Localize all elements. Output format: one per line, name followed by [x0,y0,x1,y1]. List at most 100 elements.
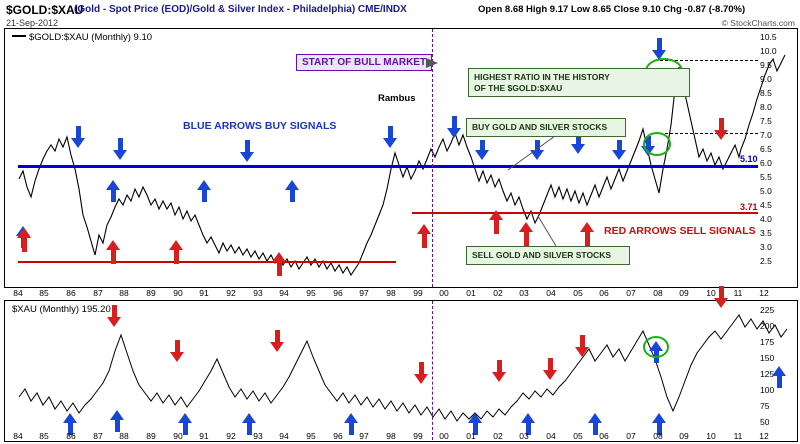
highest-ratio-callout: HIGHEST RATIO IN THE HISTORY OF THE $GOL… [468,68,690,98]
panel1-xtick-89: 89 [146,288,156,298]
panel2-blue-up-2006-stem [593,423,598,435]
panel2-xtick-98: 98 [386,431,396,441]
red-up-arrow-1990 [169,240,183,250]
panel1-xtick-94: 94 [279,288,289,298]
panel2-xtick-01: 01 [466,431,476,441]
blue-up-arrow-1990-stem [202,190,207,202]
panel2-blue-up-1987-stem [115,420,120,432]
red-up-arrow-1996-stem [277,262,282,276]
red-up-arrow-1990-stem [174,250,179,264]
panel1-ytick-6.5: 6.5 [760,144,772,154]
start-of-bull-market-label: START OF BULL MARKET [296,54,433,71]
panel2-blue-up-2012 [772,366,786,376]
blue-down-arrow-1986 [71,138,85,148]
blue-down-arrow-2005-stem [576,132,581,144]
panel2-blue-up-1990-stem [183,423,188,435]
panel2-blue-up-2012-stem [777,376,782,388]
panel2-xtick-92: 92 [226,431,236,441]
panel1-xtick-96: 96 [333,288,343,298]
panel2-xtick-03: 03 [519,431,529,441]
panel2-xtick-86: 86 [66,431,76,441]
blue-up-arrow-1987 [106,180,120,190]
panel2-xtick-10: 10 [706,431,716,441]
panel1-xtick-92: 92 [226,288,236,298]
panel1-xtick-01: 01 [466,288,476,298]
rambus-label: Rambus [378,93,416,104]
panel2-xtick-04: 04 [546,431,556,441]
blue-down-arrow-2008-top [652,50,666,60]
panel1-xtick-85: 85 [39,288,49,298]
highest-ratio-line2: OF THE $GOLD:$XAU [474,82,563,93]
panel2-xtick-99: 99 [413,431,423,441]
panel2-xtick-88: 88 [119,431,129,441]
panel2-red-down-1992-stem [275,330,280,342]
panel1-xtick-99: 99 [413,288,423,298]
panel2-blue-up-1990 [178,413,192,423]
blue-down-arrow-2004 [530,150,544,160]
blue-down-arrow-1988 [113,150,127,160]
panel2-blue-up-1985-stem [68,423,73,435]
panel2-blue-up-2008-stem [657,423,662,435]
blue-down-arrow-1988-stem [118,138,123,150]
panel2-blue-up-2001-stem [473,423,478,435]
panel2-red-down-2010 [714,298,728,308]
panel1-ytick-6.0: 6.0 [760,158,772,168]
panel2-xtick-87: 87 [93,431,103,441]
blue-down-arrow-2007 [612,150,626,160]
panel1-ytick-3.5: 3.5 [760,228,772,238]
panel2-red-down-1989 [170,352,184,362]
support-line-blue [18,165,758,168]
panel2-ytick-100: 100 [760,385,775,395]
blue-arrows-buy-label: BLUE ARROWS BUY SIGNALS [183,120,337,132]
panel1-xtick-09: 09 [679,288,689,298]
panel1-xtick-07: 07 [626,288,636,298]
panel1-ytick-5.0: 5.0 [760,186,772,196]
panel1-ytick-8.5: 8.5 [760,88,772,98]
panel2-ytick-50: 50 [760,417,770,427]
level-label-red: 3.71 [740,202,758,212]
panel2-xtick-95: 95 [306,431,316,441]
chart-symbol: $GOLD:$XAU [6,3,84,17]
chart-date: 21-Sep-2012 [6,18,59,28]
blue-down-arrow-1993-stem [245,140,250,152]
panel2-blue-up-1997 [344,413,358,423]
panel2-red-down-2006 [575,347,589,357]
panel2-highlight-ellipse-2008 [643,336,669,358]
highlight-ellipse-2008-mid [643,132,671,156]
panel2-red-down-1987 [107,317,121,327]
red-up-arrow-1999 [417,224,431,234]
blue-down-arrow-2008-top-stem [657,38,662,50]
panel2-xtick-97: 97 [359,431,369,441]
blue-down-arrow-1993 [240,152,254,162]
chart-description: (Gold - Spot Price (EOD)/Gold & Silver I… [74,4,407,15]
red-up-arrow-1987-stem [111,250,116,264]
panel2-xtick-96: 96 [333,431,343,441]
panel2-blue-up-1985 [63,413,77,423]
support-line-red-upper [412,212,758,214]
panel2-xtick-07: 07 [626,431,636,441]
blue-down-arrow-2004-stem [535,140,540,150]
red-up-arrow-2002 [489,210,503,220]
red-up-arrow-2004 [519,222,533,232]
panel2-red-down-1998-stem [419,362,424,374]
panel2-xtick-11: 11 [733,431,743,441]
buy-stocks-callout: BUY GOLD AND SILVER STOCKS [466,118,626,137]
panel2-legend-label: $XAU (Monthly) 195.20 [12,304,111,315]
red-down-arrow-2010 [714,130,728,140]
panel1-ytick-9.0: 9.0 [760,74,772,84]
blue-down-arrow-2002 [475,150,489,160]
red-up-arrow-2006-stem [585,232,590,246]
blue-up-arrow-1994-stem [290,190,295,202]
red-up-arrow-1996 [272,252,286,262]
panel1-xtick-95: 95 [306,288,316,298]
blue-down-arrow-1998-stem [388,126,393,138]
panel2-xtick-08: 08 [653,431,663,441]
panel2-blue-up-1993-stem [247,423,252,435]
panel2-ytick-200: 200 [760,321,775,331]
panel1-xtick-88: 88 [119,288,129,298]
panel2-xtick-93: 93 [253,431,263,441]
highest-ratio-line1: HIGHEST RATIO IN THE HISTORY [474,72,610,82]
red-up-arrow-2006 [580,222,594,232]
panel1-xtick-12: 12 [759,288,769,298]
quote-line: Open 8.68 High 9.17 Low 8.65 Close 9.10 … [478,4,746,15]
